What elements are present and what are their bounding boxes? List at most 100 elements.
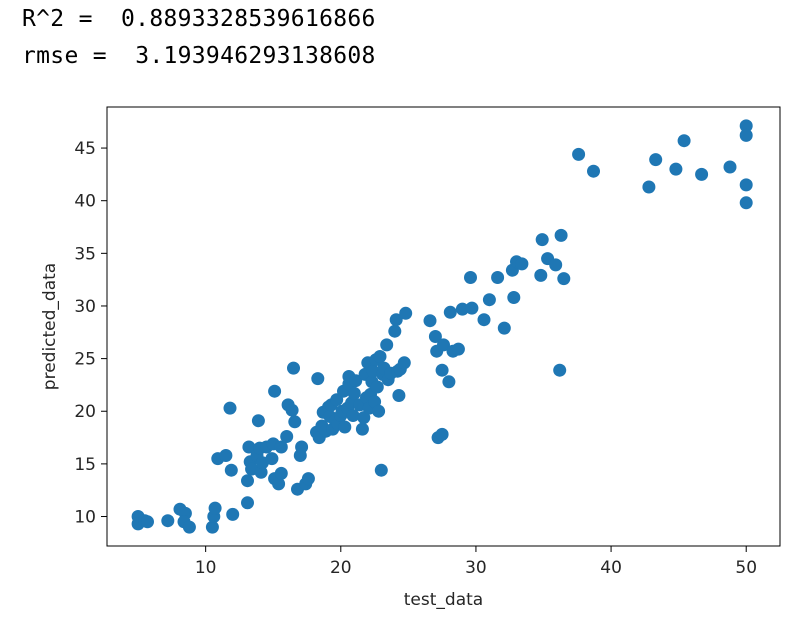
data-point <box>141 515 154 529</box>
data-point <box>285 403 299 417</box>
data-point <box>482 293 496 307</box>
data-point <box>437 338 450 352</box>
data-point <box>374 463 388 477</box>
data-point <box>739 128 753 142</box>
data-point <box>553 363 567 377</box>
data-point <box>642 180 656 194</box>
x-axis-label: test_data <box>404 590 483 610</box>
data-point <box>311 372 325 386</box>
data-point <box>346 409 360 422</box>
data-point <box>241 474 254 488</box>
y-tick-label: 30 <box>74 297 96 317</box>
data-point <box>423 314 437 328</box>
data-point <box>161 514 175 528</box>
r-squared-value: 0.8893328539616866 <box>121 6 376 32</box>
data-point <box>254 465 268 479</box>
data-point <box>465 301 479 315</box>
data-point <box>442 375 456 389</box>
x-tick-label: 20 <box>330 558 352 578</box>
data-point <box>392 389 406 402</box>
data-point <box>554 228 568 242</box>
rmse-output-line: rmse = 3.193946293138608 <box>22 43 376 69</box>
data-point <box>251 414 265 428</box>
x-tick-label: 50 <box>735 558 757 578</box>
data-point <box>428 330 442 343</box>
data-point <box>534 268 548 282</box>
data-point <box>274 466 288 480</box>
y-tick-label: 45 <box>74 139 96 159</box>
data-point <box>205 520 219 534</box>
data-point <box>389 313 403 327</box>
data-point <box>739 196 753 210</box>
data-point <box>515 257 529 271</box>
data-point <box>226 507 240 521</box>
scatter-points <box>131 119 753 534</box>
x-tick-label: 10 <box>195 558 217 578</box>
x-tick-label: 40 <box>600 558 622 578</box>
data-point <box>373 350 387 363</box>
data-point <box>739 178 753 192</box>
data-point <box>338 420 352 434</box>
data-point <box>491 271 505 284</box>
data-point <box>268 384 282 398</box>
y-tick-label: 25 <box>74 350 96 370</box>
data-point <box>370 380 384 394</box>
data-point <box>435 363 449 377</box>
data-point <box>223 401 237 415</box>
axis-ticks: 10 20 30 40 50 10 15 20 25 30 35 40 45 <box>74 139 757 578</box>
data-point <box>587 164 600 178</box>
data-point <box>649 153 663 167</box>
data-point <box>287 361 300 375</box>
data-point <box>224 463 238 477</box>
r-squared-output-line: R^2 = 0.8893328539616866 <box>22 6 376 32</box>
data-point <box>535 233 549 247</box>
y-tick-label: 20 <box>74 402 96 422</box>
data-point <box>669 162 683 176</box>
data-point <box>739 119 753 133</box>
data-point <box>347 386 361 400</box>
data-point <box>288 415 302 429</box>
rmse-label: rmse = <box>22 43 136 69</box>
data-point <box>295 440 309 454</box>
y-tick-label: 10 <box>74 508 96 528</box>
rmse-value: 3.193946293138608 <box>135 43 376 69</box>
data-point <box>208 501 222 515</box>
x-tick-label: 30 <box>465 558 487 578</box>
data-point <box>723 160 737 174</box>
plot-frame <box>106 106 781 547</box>
data-point <box>272 477 286 491</box>
data-point <box>357 411 371 425</box>
y-tick-label: 15 <box>74 455 96 475</box>
data-point <box>301 472 315 486</box>
data-point <box>497 321 511 335</box>
data-point <box>380 338 394 352</box>
data-point <box>435 427 449 441</box>
data-point <box>241 496 254 510</box>
data-point <box>372 404 386 418</box>
y-axis-label: predicted_data <box>40 263 60 390</box>
data-point <box>182 520 196 534</box>
data-point <box>349 374 363 388</box>
data-point <box>507 291 521 304</box>
data-point <box>464 271 477 284</box>
data-point <box>355 422 369 436</box>
data-point <box>477 313 491 327</box>
data-point <box>397 356 411 370</box>
data-point <box>677 134 691 148</box>
data-point <box>265 452 279 466</box>
data-point <box>695 167 709 181</box>
data-point <box>572 147 586 161</box>
y-tick-label: 40 <box>74 192 96 212</box>
data-point <box>557 272 571 286</box>
data-point <box>242 440 256 454</box>
data-point <box>388 324 402 338</box>
r-squared-label: R^2 = <box>22 6 122 32</box>
data-point <box>451 342 465 356</box>
data-point <box>455 302 469 316</box>
data-point <box>219 449 233 462</box>
data-point <box>549 258 563 272</box>
data-point <box>399 306 413 320</box>
data-point <box>443 305 457 319</box>
data-point <box>280 430 294 443</box>
